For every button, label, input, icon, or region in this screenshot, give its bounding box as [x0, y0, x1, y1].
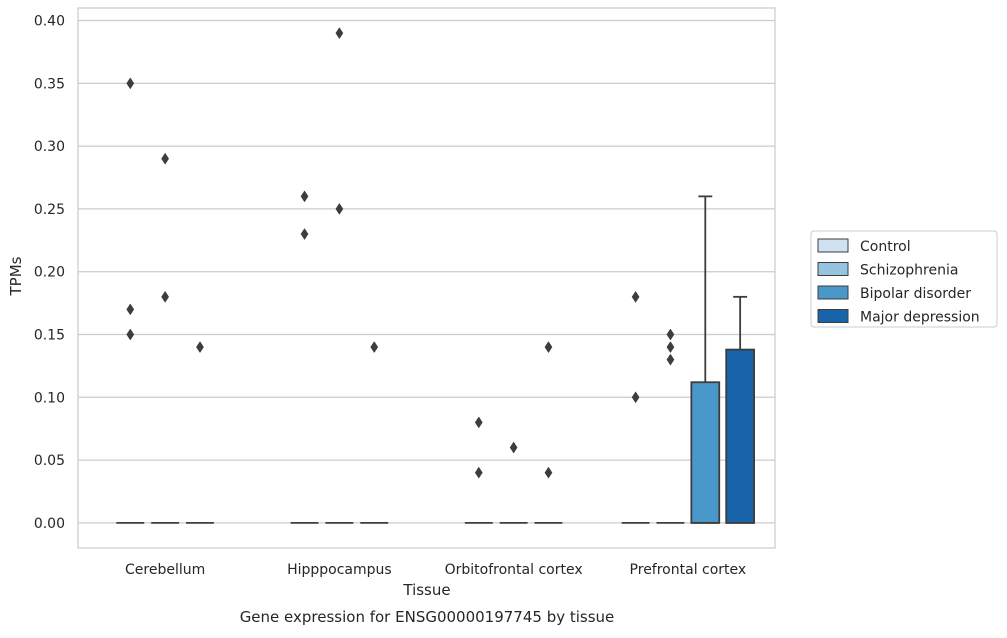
legend-swatch — [817, 238, 849, 253]
figure-caption: Gene expression for ENSG00000197745 by t… — [240, 608, 615, 626]
y-tick-label: 0.30 — [34, 139, 65, 155]
outlier-point — [370, 341, 379, 354]
box-3-2 — [690, 195, 721, 524]
outlier-point — [509, 441, 518, 454]
x-tick-label: Hipppocampus — [287, 562, 392, 578]
box-2-1 — [499, 441, 528, 524]
legend-label: Bipolar disorder — [860, 286, 971, 302]
plot-frame — [77, 7, 776, 549]
box-3-1 — [656, 328, 685, 524]
legend-frame — [810, 230, 998, 328]
outlier-point — [161, 290, 170, 303]
box-layer — [116, 27, 755, 524]
y-tick-label: 0.00 — [34, 516, 65, 532]
outlier-point — [196, 341, 204, 354]
y-tick-label: 0.05 — [34, 453, 65, 469]
box-0-0 — [116, 77, 145, 524]
outlier-point — [474, 416, 483, 429]
y-tick-label: 0.10 — [34, 390, 65, 406]
y-tick-label: 0.40 — [34, 14, 65, 30]
legend-label: Schizophrenia — [860, 263, 958, 279]
box-1-2 — [360, 341, 389, 524]
x-tick-label: Cerebellum — [125, 562, 205, 578]
y-axis-label: TPMs — [7, 256, 25, 296]
outlier-point — [544, 341, 553, 354]
box-2-2 — [534, 341, 563, 524]
outlier-point — [126, 328, 135, 341]
legend-swatch — [817, 309, 849, 323]
box-0-1 — [151, 152, 180, 524]
outlier-point — [666, 341, 675, 354]
outlier-point — [474, 466, 483, 479]
outlier-point — [631, 391, 640, 404]
outlier-point — [631, 290, 640, 303]
y-tick-label: 0.20 — [34, 265, 65, 281]
box-body — [725, 348, 755, 524]
outlier-point — [126, 303, 135, 316]
y-tick-label: 0.25 — [34, 202, 65, 218]
x-axis-label: Tissue — [402, 581, 450, 599]
box-body — [690, 381, 721, 524]
y-tick-labels: 0.00 0.05 0.10 0.15 0.20 0.25 0.30 0.35 0.40 — [34, 14, 65, 532]
box-3-0 — [621, 290, 650, 524]
grid-layer — [78, 19, 775, 524]
x-tick-label: Prefrontal cortex — [630, 562, 747, 578]
x-tick-label: Orbitofrontal cortex — [445, 562, 583, 578]
legend-label: Control — [860, 239, 911, 255]
y-tick-label: 0.35 — [34, 76, 65, 92]
legend: Control Schizophrenia Bipolar disorder Majo… — [810, 230, 998, 328]
box-1-0 — [290, 190, 319, 524]
x-tick-labels: Cerebellum Hipppocampus Orbitofrontal cort… — [125, 562, 746, 578]
box-0-2 — [186, 341, 214, 524]
legend-swatch — [817, 285, 849, 300]
box-1-1 — [325, 27, 354, 524]
legend-swatch — [817, 262, 849, 276]
box-3-3 — [725, 295, 755, 524]
outlier-point — [666, 353, 675, 366]
outlier-point — [335, 27, 344, 40]
legend-label: Major depression — [860, 310, 980, 326]
outlier-point — [161, 152, 170, 165]
outlier-point — [126, 77, 135, 90]
y-tick-label: 0.15 — [34, 328, 65, 344]
outlier-point — [335, 202, 344, 215]
outlier-point — [300, 190, 309, 203]
outlier-point — [300, 228, 309, 241]
outlier-point — [666, 328, 675, 341]
outlier-point — [544, 466, 553, 479]
box-2-0 — [464, 416, 493, 524]
